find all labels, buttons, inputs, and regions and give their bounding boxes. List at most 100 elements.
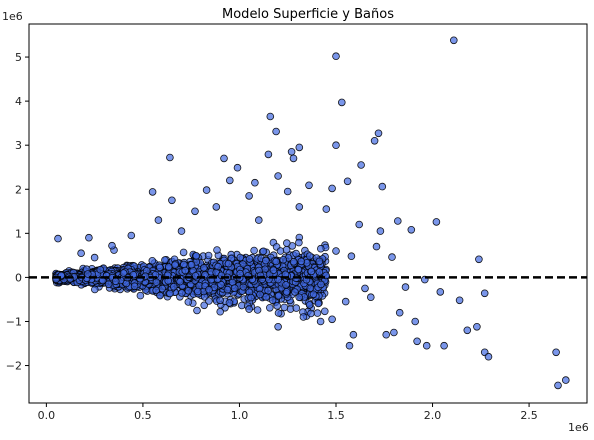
data-point: [317, 280, 325, 289]
data-point: [309, 290, 318, 299]
data-point: [205, 297, 213, 305]
data-point: [307, 267, 316, 276]
data-point: [355, 220, 364, 229]
data-point: [166, 153, 174, 162]
data-point: [245, 192, 253, 200]
x-tick-label: 0.5: [134, 409, 152, 422]
data-point: [390, 328, 398, 337]
data-point: [254, 216, 263, 224]
data-point: [269, 266, 278, 275]
data-point: [316, 244, 325, 253]
data-point: [315, 257, 324, 266]
x-tick-label: 1.5: [327, 409, 345, 422]
data-point: [366, 293, 375, 302]
data-point: [213, 246, 221, 254]
data-point: [91, 285, 99, 294]
data-point: [378, 182, 387, 191]
data-point: [205, 285, 213, 294]
data-point: [287, 148, 296, 156]
data-point: [320, 307, 329, 316]
data-point: [393, 217, 402, 225]
data-point: [177, 227, 186, 235]
data-point: [361, 284, 369, 293]
x-tick-label: 2.0: [424, 409, 442, 422]
data-point: [295, 293, 304, 302]
data-point: [274, 172, 282, 180]
data-point: [370, 137, 379, 145]
data-point: [179, 248, 188, 257]
data-point: [230, 284, 239, 292]
data-point: [449, 36, 458, 45]
data-point: [349, 330, 358, 339]
data-point: [322, 205, 331, 213]
data-point: [168, 196, 176, 205]
data-point: [104, 280, 113, 289]
data-point: [341, 297, 350, 306]
data-point: [432, 218, 441, 226]
data-point: [266, 112, 275, 121]
y-tick-label: −2: [6, 360, 22, 373]
data-point: [130, 282, 139, 291]
data-point: [170, 282, 178, 291]
data-point: [422, 341, 431, 350]
data-point: [216, 296, 224, 305]
data-point: [171, 261, 179, 269]
y-tick-label: 3: [15, 139, 22, 152]
data-point: [119, 269, 128, 277]
data-point: [259, 247, 268, 256]
data-point: [294, 265, 303, 274]
data-point: [561, 376, 570, 384]
data-point: [251, 178, 259, 187]
data-point: [401, 283, 410, 291]
data-point: [166, 289, 174, 298]
data-point: [225, 299, 234, 307]
data-point: [187, 260, 196, 269]
chart-title: Modelo Superficie y Baños: [222, 7, 394, 22]
data-point: [152, 286, 161, 295]
data-point: [436, 288, 445, 296]
data-point: [480, 289, 489, 298]
data-point: [374, 129, 383, 138]
data-point: [204, 251, 213, 260]
data-point: [332, 52, 340, 60]
data-point: [236, 253, 245, 262]
data-point: [261, 256, 270, 265]
data-point: [108, 241, 116, 250]
y-tick-label: 1: [15, 227, 22, 240]
data-point: [316, 317, 325, 326]
data-point: [295, 238, 303, 247]
plot-area: 0.0 0.5 1.0 1.5 2.0 2.5 −2 −1 0 1 2 3 4 5: [6, 23, 588, 422]
data-point: [473, 322, 481, 331]
y-tick-label: 4: [15, 95, 22, 108]
data-point: [253, 306, 262, 314]
data-point: [407, 226, 416, 234]
data-point: [276, 247, 285, 255]
data-point: [184, 298, 193, 306]
data-point: [156, 263, 164, 272]
data-point: [295, 203, 304, 211]
data-point: [90, 253, 99, 262]
data-point: [154, 216, 163, 224]
data-point: [292, 249, 300, 258]
data-point: [455, 296, 464, 305]
data-point: [305, 301, 314, 309]
data-point: [96, 265, 105, 274]
data-point: [299, 313, 308, 321]
data-point: [127, 231, 136, 240]
data-point: [395, 308, 404, 317]
data-point: [440, 341, 448, 350]
data-point: [256, 290, 264, 299]
plot-frame: [28, 23, 588, 404]
data-point: [268, 296, 277, 305]
data-point: [161, 256, 169, 264]
data-point: [297, 257, 306, 266]
data-point: [376, 227, 385, 235]
data-point: [148, 256, 157, 265]
data-point: [84, 270, 92, 278]
data-point: [202, 186, 211, 194]
data-point: [282, 239, 291, 247]
data-point: [264, 286, 272, 295]
data-point: [233, 163, 242, 172]
data-point: [332, 141, 340, 150]
x-tick-label: 0.0: [38, 409, 56, 422]
